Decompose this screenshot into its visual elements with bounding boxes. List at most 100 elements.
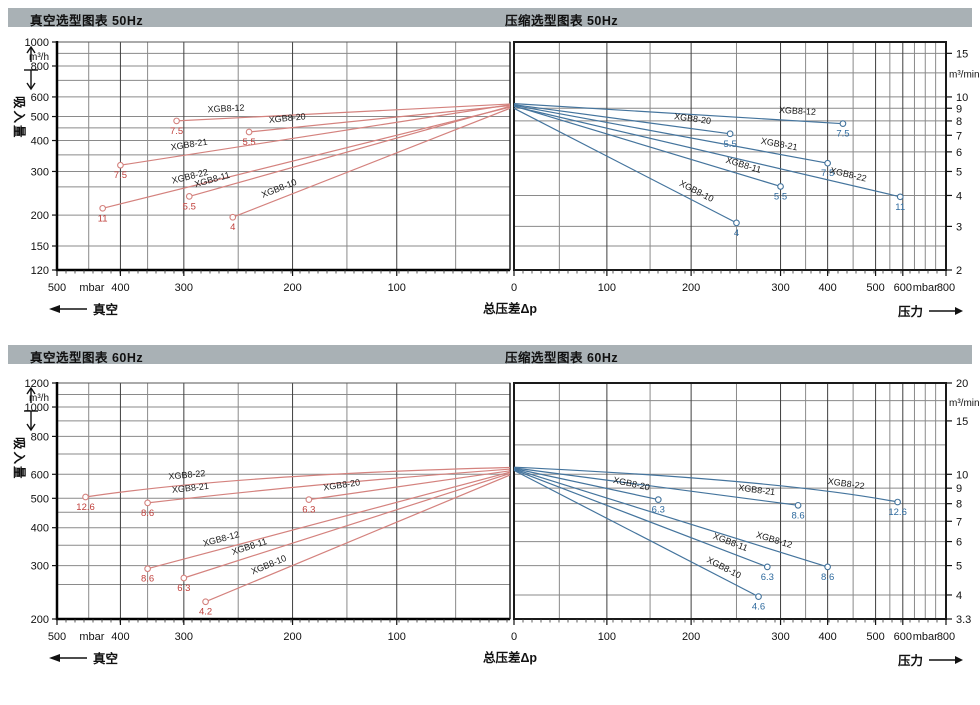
series-XGB8-21: XGB8-21 8.6 xyxy=(513,467,805,521)
curve-XGB8-10 xyxy=(513,107,737,224)
rating-label: 8.6 xyxy=(141,508,154,519)
rating-label: 6.3 xyxy=(302,505,315,516)
y-tick-label: 10 xyxy=(956,469,968,481)
compression-chart-title-60hz: 压缩选型图表 60Hz xyxy=(505,351,619,365)
x-axis-ticks: 500 400 300 200 100 mbar xyxy=(48,270,508,294)
rating-marker xyxy=(117,161,124,169)
y-tick-label: 4 xyxy=(956,590,962,602)
rating-label: 11 xyxy=(895,202,905,213)
curve-name-label: XGB8-10 xyxy=(678,178,715,204)
curve-name-label: XGB8-12 xyxy=(755,529,793,550)
y-tick-label: 8 xyxy=(956,499,962,511)
y-tick-label: 200 xyxy=(31,210,49,222)
curve-XGB8-20 xyxy=(249,104,511,133)
x-tick-label: 300 xyxy=(175,282,193,294)
curve-XGB8-10 xyxy=(513,469,759,598)
series-XGB8-20: XGB8-20 6.3 xyxy=(513,467,665,516)
rating-label: 4.2 xyxy=(199,607,212,618)
grid xyxy=(57,42,510,270)
panel-header-60hz: 真空选型图表 60Hz 压缩选型图表 60Hz xyxy=(8,345,972,365)
total-pressure-diff-caption-50hz: 总压差Δp xyxy=(482,302,538,316)
rating-label: 7.5 xyxy=(170,126,183,137)
x-tick-label: 200 xyxy=(682,631,700,643)
curve-XGB8-12 xyxy=(147,471,511,570)
rating-label: 12.6 xyxy=(888,507,907,518)
curve-name-label: XGB8-22 xyxy=(829,165,867,183)
curve-XGB8-20 xyxy=(513,467,659,501)
y-tick-label: 7 xyxy=(956,130,962,142)
rating-marker xyxy=(180,574,188,582)
grid xyxy=(514,42,946,270)
vacuum-caption-label: 真空 xyxy=(93,303,119,317)
curve-name-label: XGB8-21 xyxy=(171,481,209,495)
series-XGB8-10: XGB8-10 4.6 xyxy=(513,469,765,613)
y-tick-label: 500 xyxy=(31,112,49,124)
rating-label: 7.5 xyxy=(114,170,127,181)
y-tick-label: 400 xyxy=(31,136,49,148)
x-tick-label: 200 xyxy=(283,631,301,643)
series-XGB8-22: XGB8-22 11 xyxy=(513,105,905,213)
y-tick-label: 500 xyxy=(31,493,49,505)
x-tick-label: 0 xyxy=(511,282,517,294)
x-axis-ticks: 500 400 300 200 100 mbar xyxy=(48,619,508,643)
y-tick-label: 600 xyxy=(31,92,49,104)
series-XGB8-20: XGB8-20 6.3 xyxy=(302,470,511,516)
curve-XGB8-11 xyxy=(189,105,511,197)
x-tick-label: 100 xyxy=(388,282,406,294)
rating-label: 12.6 xyxy=(76,502,95,513)
curve-XGB8-21 xyxy=(147,468,511,504)
curve-name-label: XGB8-11 xyxy=(230,536,268,557)
rating-label: 4 xyxy=(734,228,739,239)
y-tick-label: 800 xyxy=(31,431,49,443)
series-XGB8-21: XGB8-217.5 xyxy=(114,104,511,181)
rating-marker xyxy=(726,130,734,138)
total-pressure-diff-caption-60hz: 总压差Δp xyxy=(482,651,538,665)
vacuum-caption-label: 真空 xyxy=(93,652,119,666)
curve-name-label: XGB8-20 xyxy=(612,475,650,493)
curve-name-label: XGB8-11 xyxy=(725,155,763,175)
x-tick-label: 100 xyxy=(388,631,406,643)
rating-label: 8.6 xyxy=(791,510,804,521)
x-axis-unit-label: mbar xyxy=(79,282,104,294)
right-arrow-icon xyxy=(929,655,964,664)
y-tick-label: 300 xyxy=(31,561,49,573)
curve-name-label: XGB8-12 xyxy=(779,105,817,117)
vacuum-chart-title-60hz: 真空选型图表 60Hz xyxy=(30,351,144,365)
curve-XGB8-22 xyxy=(513,105,901,198)
x-axis-unit-label: mbar xyxy=(913,631,938,643)
curve-name-label: XGB8-12 xyxy=(207,102,244,114)
rating-label: 8.6 xyxy=(141,574,154,585)
rating-label: 5.5 xyxy=(774,191,787,202)
rating-marker xyxy=(763,563,771,571)
rating-marker xyxy=(824,159,831,167)
x-tick-label: 200 xyxy=(682,282,700,294)
y-tick-label: 600 xyxy=(31,469,49,481)
y-tick-label: 3.3 xyxy=(956,614,971,626)
rating-marker xyxy=(82,493,89,501)
rating-label: 11 xyxy=(98,213,108,224)
rating-label: 8.6 xyxy=(821,572,834,583)
series-XGB8-20: XGB8-20 5.5 xyxy=(242,104,511,148)
compression-chart-title-50hz: 压缩选型图表 50Hz xyxy=(505,14,619,28)
left-arrow-icon xyxy=(49,304,87,313)
panel-header-50hz: 真空选型图表 50Hz 压缩选型图表 50Hz xyxy=(8,8,972,28)
curve-XGB8-11 xyxy=(513,469,768,568)
rating-marker xyxy=(896,193,904,201)
x-tick-label: 0 xyxy=(511,631,517,643)
rating-label: 4 xyxy=(230,222,235,233)
series-XGB8-12: XGB8-12 8.6 xyxy=(141,471,511,585)
series-XGB8-11: XGB8-11 6.3 xyxy=(513,469,774,583)
curve-name-label: XGB8-11 xyxy=(712,531,750,553)
curve-XGB8-11 xyxy=(183,472,511,579)
y-tick-label: 5 xyxy=(956,561,962,573)
rating-marker xyxy=(839,120,847,128)
grid xyxy=(514,383,946,619)
curve-XGB8-22 xyxy=(102,106,511,209)
y-tick-label: 9 xyxy=(956,483,962,495)
pressure-caption-label: 压力 xyxy=(898,305,924,319)
